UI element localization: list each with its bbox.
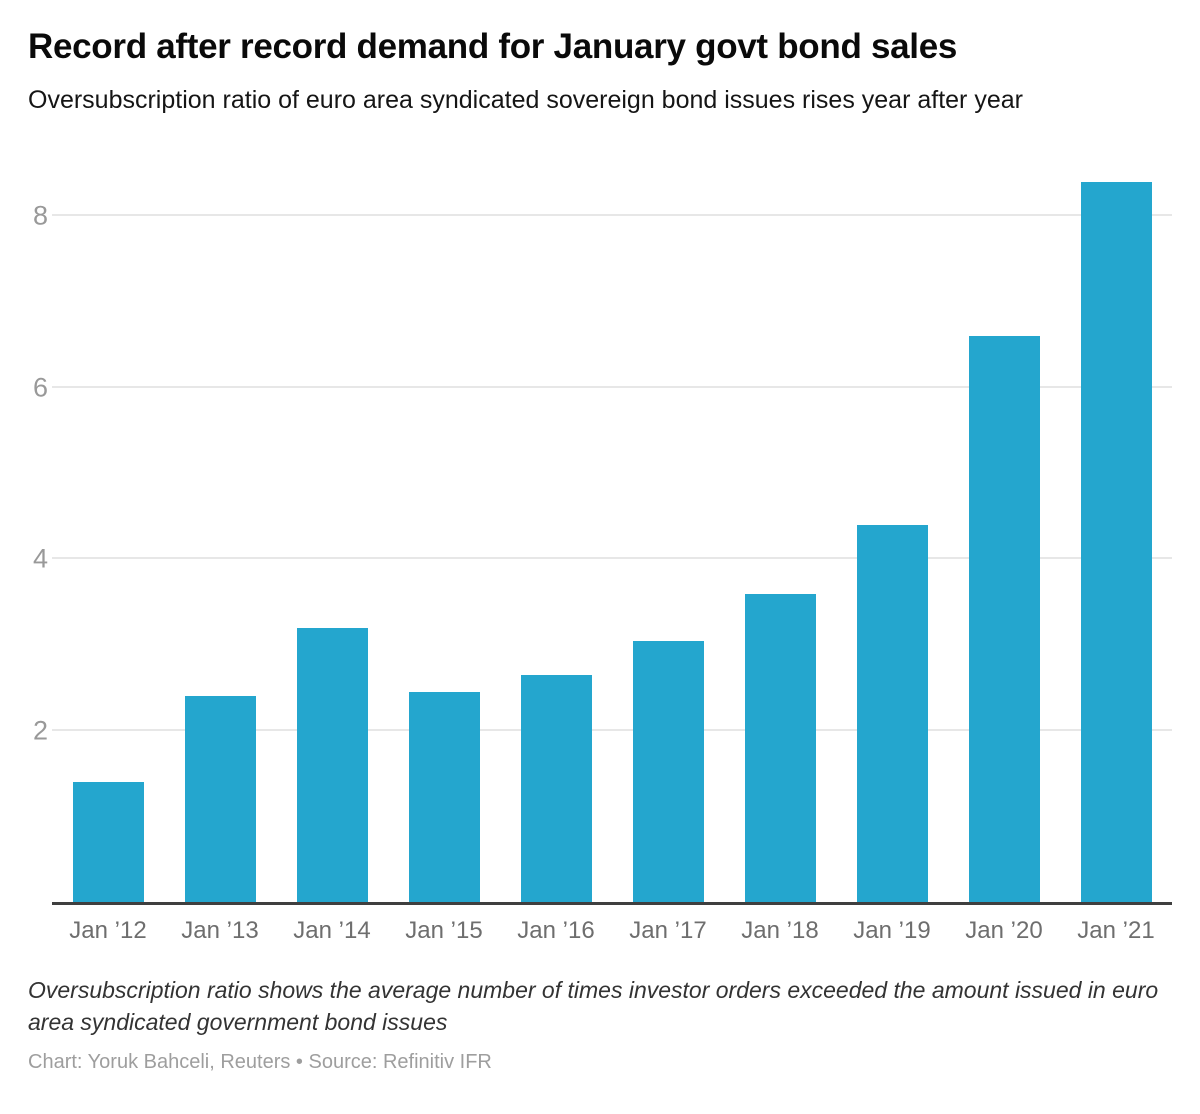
bar-chart: 2 4 6 8 Jan ’12 Jan ’13 Jan ’14 Jan ’15 Jan ’16… bbox=[28, 165, 1172, 945]
bar-slot-jan-19 bbox=[836, 165, 948, 902]
chart-title: Record after record demand for January g… bbox=[28, 27, 958, 66]
x-axis-label-jan-16: Jan ’16 bbox=[517, 917, 595, 944]
gridline-6 bbox=[52, 385, 1172, 388]
bar-slot-jan-21 bbox=[1060, 165, 1172, 902]
gridline-2 bbox=[52, 728, 1172, 731]
bar-jan-16 bbox=[520, 674, 592, 902]
bar-slot-jan-18 bbox=[724, 165, 836, 902]
bar-slot-jan-17 bbox=[612, 165, 724, 902]
bar-jan-12 bbox=[72, 782, 144, 902]
x-axis: Jan ’12 Jan ’13 Jan ’14 Jan ’15 Jan ’16 Jan ’… bbox=[52, 905, 1172, 945]
x-axis-label-jan-20: Jan ’20 bbox=[965, 917, 1043, 944]
y-tick-label-4: 4 bbox=[32, 543, 48, 574]
bar-slot-jan-20 bbox=[948, 165, 1060, 902]
bar-slot-jan-14 bbox=[276, 165, 388, 902]
bar-slot-jan-16 bbox=[500, 165, 612, 902]
bar-jan-14 bbox=[296, 627, 368, 902]
gridline-8 bbox=[52, 214, 1172, 217]
y-tick-label-2: 2 bbox=[32, 715, 48, 746]
x-axis-label-jan-17: Jan ’17 bbox=[629, 917, 707, 944]
plot-area: 2 4 6 8 bbox=[33, 165, 1172, 905]
x-axis-label-jan-12: Jan ’12 bbox=[69, 917, 147, 944]
x-axis-label-jan-15: Jan ’15 bbox=[405, 917, 483, 944]
x-axis-label-jan-21: Jan ’21 bbox=[1077, 917, 1155, 944]
bar-jan-15 bbox=[408, 692, 480, 902]
credit-line: Chart: Yoruk Bahceli, Reuters • Source: … bbox=[28, 1051, 492, 1074]
bar-jan-21 bbox=[1080, 182, 1152, 902]
x-axis-label-jan-19: Jan ’19 bbox=[853, 917, 931, 944]
chart-subtitle: Oversubscription ratio of euro area synd… bbox=[28, 86, 1023, 114]
bar-slot-jan-15 bbox=[388, 165, 500, 902]
bar-slot-jan-13 bbox=[164, 165, 276, 902]
bar-jan-19 bbox=[856, 524, 928, 902]
x-axis-label-jan-13: Jan ’13 bbox=[181, 917, 259, 944]
footnote: Oversubscription ratio shows the average… bbox=[28, 977, 1159, 1035]
bar-jan-18 bbox=[744, 593, 816, 902]
bar-jan-20 bbox=[968, 336, 1040, 902]
y-tick-label-6: 6 bbox=[32, 372, 48, 403]
x-axis-label-jan-14: Jan ’14 bbox=[293, 917, 371, 944]
y-tick-label-8: 8 bbox=[32, 200, 48, 231]
bar-jan-17 bbox=[632, 640, 704, 902]
bar-slot-jan-12 bbox=[52, 165, 164, 902]
x-axis-label-jan-18: Jan ’18 bbox=[741, 917, 819, 944]
bar-jan-13 bbox=[184, 696, 256, 902]
gridline-4 bbox=[52, 557, 1172, 560]
